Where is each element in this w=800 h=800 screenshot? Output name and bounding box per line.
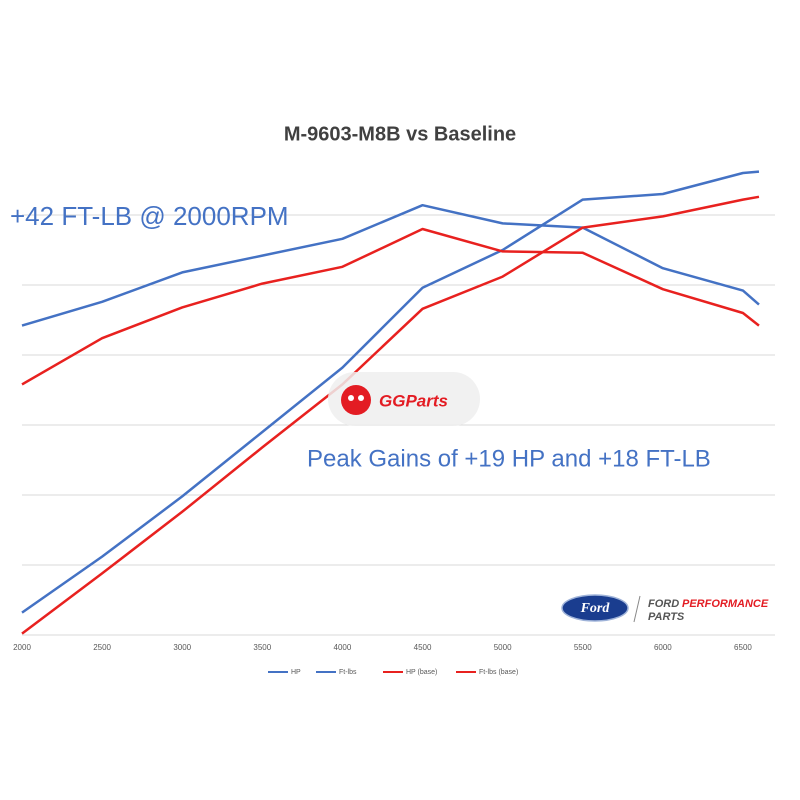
series-line	[21, 170, 760, 614]
series-line	[21, 195, 760, 635]
ford-logo: Ford FORD PERFORMANCE PARTS	[561, 594, 769, 623]
x-tick-label: 3500	[253, 643, 271, 652]
logo-performance: PERFORMANCE	[682, 598, 769, 610]
logo-divider	[633, 595, 641, 623]
logo-brand: FORD	[648, 598, 679, 610]
x-tick-label: 5500	[574, 643, 592, 652]
legend-label: Ft-lbs	[339, 669, 357, 676]
x-tick-label: 3000	[173, 643, 191, 652]
plot-lines	[21, 170, 760, 635]
logo-parts: PARTS	[648, 611, 685, 623]
watermark: GGParts	[328, 372, 480, 426]
ford-oval	[561, 594, 629, 622]
x-tick-label: 4000	[334, 643, 352, 652]
series-line	[21, 227, 760, 386]
annotation: Peak Gains of +19 HP and +18 FT-LB	[307, 445, 711, 472]
watermark-icon-eye	[358, 395, 364, 401]
x-tick-label: 5000	[494, 643, 512, 652]
watermark-icon	[341, 385, 371, 415]
watermark-bg	[328, 372, 480, 426]
legend-label: Ft-lbs (base)	[479, 669, 518, 676]
x-tick-label: 2500	[93, 643, 111, 652]
grid: 2000 2500 3000 3500 4000 4500 5000 5500 6000 6500	[13, 214, 775, 652]
watermark-text: GGParts	[379, 391, 448, 410]
x-tick-label: 4500	[414, 643, 432, 652]
chart-title: M-9603-M8B vs Baseline	[284, 123, 516, 145]
annotation: +42 FT-LB @ 2000RPM	[10, 201, 289, 231]
legend: HP Ft-lbs HP (base) Ft-lbs (base)	[268, 669, 518, 676]
series-line	[21, 203, 760, 327]
legend-label: HP (base)	[406, 669, 437, 676]
legend-label: HP	[291, 669, 301, 676]
ford-badge: Ford	[580, 601, 611, 616]
x-tick-label: 6500	[734, 643, 752, 652]
x-tick-label: 6000	[654, 643, 672, 652]
x-tick-label: 2000	[13, 643, 31, 652]
watermark-icon-eye	[348, 395, 354, 401]
